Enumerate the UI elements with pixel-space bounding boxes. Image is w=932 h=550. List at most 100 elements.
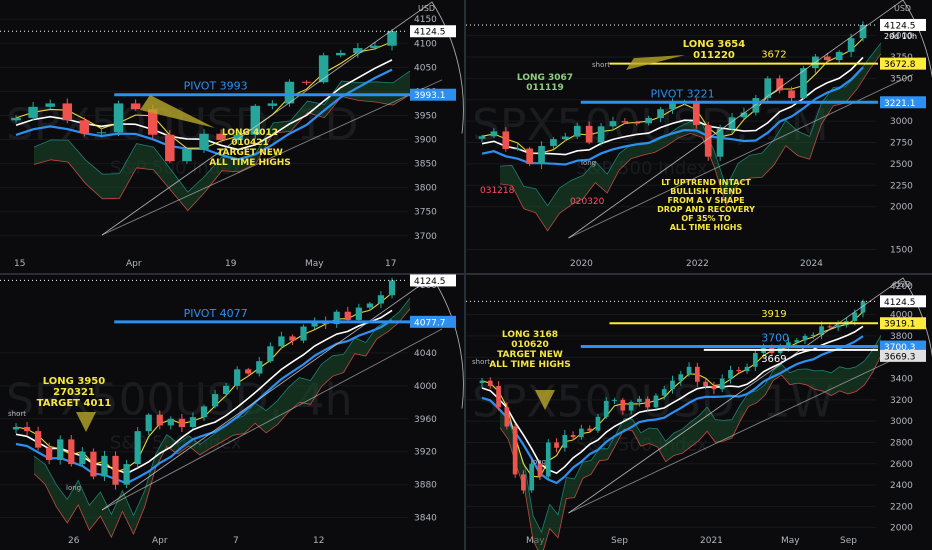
candle-body <box>800 68 807 99</box>
date-annotation-red: 031218 <box>480 186 515 196</box>
pivot-text: PIVOT 3221 <box>651 87 715 100</box>
candle-body <box>387 31 397 46</box>
level-price-tag-text: 3672.8 <box>884 60 916 70</box>
level-price-tag-text: 3919.1 <box>884 320 916 330</box>
x-tick-label: Sep <box>840 536 857 546</box>
candle-body <box>810 334 816 336</box>
y-tick-label: 3500 <box>890 74 913 84</box>
candle-body <box>96 132 107 134</box>
candle-body <box>478 136 486 139</box>
candle-body <box>512 426 518 475</box>
candle-body <box>621 121 629 123</box>
candle-body <box>355 307 362 320</box>
candle-body <box>23 427 31 432</box>
candle-body <box>764 78 772 99</box>
candle-body <box>377 295 385 304</box>
candle-body <box>514 148 522 150</box>
short-label: short <box>8 410 26 418</box>
y-tick-label: 4000 <box>414 382 437 392</box>
x-tick-label: 15 <box>14 259 25 269</box>
pivot-price-tag-text: 3700.3 <box>884 343 916 353</box>
short-label: short <box>472 358 490 366</box>
long-annotation-green: LONG 3067 <box>517 73 573 83</box>
candle-body <box>199 133 209 150</box>
candle-body <box>776 78 783 91</box>
cloud-lower-line <box>499 355 882 550</box>
candle-body <box>678 374 684 381</box>
candle-body <box>752 98 760 113</box>
fan-line <box>101 328 443 511</box>
candle-body <box>653 395 659 408</box>
candle-body <box>256 361 263 374</box>
candle-body <box>860 301 866 313</box>
candle-body <box>692 101 700 126</box>
candle-body <box>752 352 758 367</box>
candle-body <box>579 428 584 438</box>
trend-annotation: ALL TIME HIGHS <box>670 223 743 232</box>
candle-body <box>744 366 750 372</box>
cloud-lower-line <box>33 94 411 212</box>
countdown-label: 20d 10h <box>884 32 917 41</box>
candle-body <box>595 416 601 431</box>
last-price-tag-text: 4124.5 <box>414 277 446 287</box>
candle-body <box>250 105 261 135</box>
annotation-arrow <box>535 390 555 410</box>
candle-body <box>661 389 667 396</box>
pivot-price-tag: 4077.7 <box>410 315 456 328</box>
candle-body <box>835 325 841 328</box>
candle-body <box>550 139 557 146</box>
y-tick-label: 3400 <box>890 375 913 385</box>
candle-body <box>633 122 641 124</box>
long-annotation: TARGET NEW <box>217 148 283 158</box>
x-tick-label: 2021 <box>700 536 723 546</box>
candle-body <box>716 128 724 157</box>
annotation-arrow <box>140 95 215 128</box>
y-tick-label: 3750 <box>414 208 437 218</box>
candle-body <box>333 311 340 325</box>
candle-body <box>200 406 208 418</box>
pivot-price-tag: 3993.1 <box>410 88 456 101</box>
x-tick-label: May <box>305 259 324 269</box>
candle-body <box>736 370 742 372</box>
long-annotation: ALL TIME HIGHS <box>209 158 291 168</box>
candle-body <box>645 118 653 124</box>
y-tick-label: 3950 <box>414 111 437 121</box>
candle-body <box>704 125 712 157</box>
y-tick-label: 2400 <box>890 481 913 491</box>
y-tick-label: 1500 <box>890 245 913 255</box>
candle-body <box>645 398 650 408</box>
candle-body <box>211 394 219 407</box>
y-tick-label: 3800 <box>414 184 437 194</box>
y-tick-label: 2000 <box>890 203 913 213</box>
candle-body <box>502 131 510 149</box>
white-price-tag: 3669.3 <box>880 349 926 362</box>
candle-body <box>28 106 38 118</box>
candle-body <box>178 418 185 428</box>
trend-annotation: FROM A V SHAPE <box>667 196 744 205</box>
candle-body <box>130 103 141 110</box>
x-tick-label: 2022 <box>686 259 709 269</box>
long-annotation: LONG 3950 <box>43 376 105 387</box>
candle-body <box>788 90 795 99</box>
fan-line <box>101 79 443 236</box>
candle-body <box>165 134 175 162</box>
white-line <box>481 325 864 475</box>
y-tick-label: 4050 <box>414 63 437 73</box>
candle-body <box>101 455 108 477</box>
candle-body <box>570 435 576 438</box>
candle-body <box>562 435 568 448</box>
candle-body <box>46 447 53 460</box>
x-tick-label: May <box>781 536 800 546</box>
blue-line <box>15 319 393 485</box>
y-tick-label: 3850 <box>414 160 437 170</box>
candle-body <box>45 103 55 107</box>
candle-body <box>612 399 617 401</box>
candle-body <box>278 336 285 347</box>
candle-body <box>628 401 634 411</box>
pivot-text: PIVOT 3993 <box>184 80 248 93</box>
candle-body <box>289 336 296 341</box>
candle-body <box>318 55 329 83</box>
y-tick-label: 3960 <box>414 415 437 425</box>
candle-body <box>301 81 312 83</box>
